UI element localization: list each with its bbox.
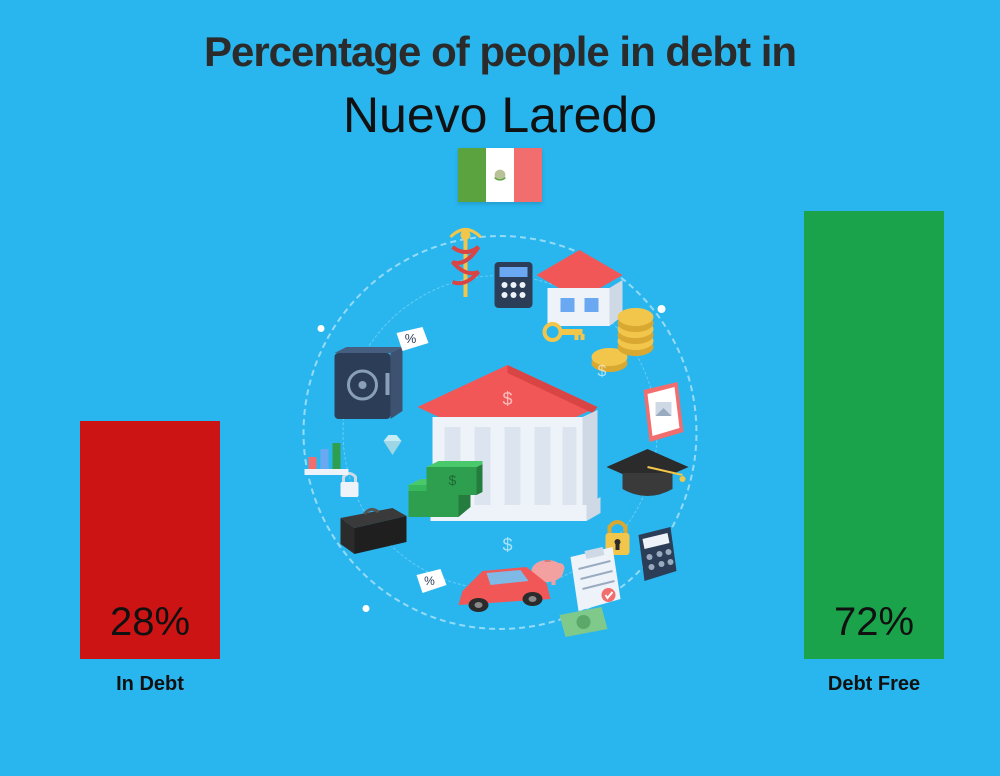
flag-stripe-center (486, 148, 514, 202)
smartphone-icon (638, 380, 690, 450)
cash-stack-icon: $ (403, 445, 483, 523)
chart-bars-icon (303, 435, 353, 479)
car-icon (443, 555, 563, 619)
orbit-dot-icon (658, 305, 666, 313)
page-title: Percentage of people in debt in (0, 28, 1000, 76)
flag-emblem-icon (490, 165, 510, 185)
calculator-icon (493, 260, 535, 310)
finance-illustration: $ (303, 235, 698, 630)
svg-text:$: $ (502, 389, 512, 409)
graduation-cap-icon (603, 445, 693, 503)
mexico-flag-icon (458, 148, 542, 202)
diamond-icon (380, 435, 406, 457)
briefcase-icon (333, 500, 415, 560)
orbit-dot-icon (318, 325, 325, 332)
bar-rect-debt-free: 72% (804, 211, 944, 659)
dollar-sign-icon: $ (503, 535, 513, 556)
bar-in-debt: 28% In Debt (80, 421, 220, 696)
bar-debt-free: 72% Debt Free (804, 211, 944, 696)
bar-rect-in-debt: 28% (80, 421, 220, 659)
svg-text:%: % (405, 331, 417, 346)
safe-icon (331, 345, 407, 427)
percent-tag-top-icon: % (393, 323, 433, 357)
flag-stripe-right (514, 148, 542, 202)
caduceus-icon (441, 227, 491, 302)
bar-value-in-debt: 28% (110, 600, 190, 645)
orbit-dot-icon (363, 605, 370, 612)
bar-value-debt-free: 72% (834, 600, 914, 645)
bar-label-in-debt: In Debt (116, 673, 184, 696)
percent-tag-bottom-icon: % (413, 565, 451, 597)
bar-label-debt-free: Debt Free (828, 673, 920, 696)
key-icon (543, 320, 587, 344)
svg-text:%: % (424, 574, 435, 588)
svg-text:$: $ (449, 472, 457, 488)
flag-stripe-left (458, 148, 486, 202)
dollar-sign-icon: $ (598, 363, 607, 381)
banknote-icon (556, 605, 612, 639)
calculator-right-icon (633, 525, 681, 585)
page-subtitle: Nuevo Laredo (0, 86, 1000, 144)
